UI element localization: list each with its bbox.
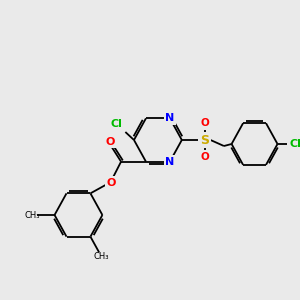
Text: N: N: [165, 157, 175, 167]
Text: O: O: [106, 137, 115, 147]
Text: Cl: Cl: [111, 119, 123, 129]
Text: CH₃: CH₃: [25, 211, 40, 220]
Text: O: O: [107, 178, 116, 188]
Text: CH₃: CH₃: [94, 252, 109, 261]
Text: O: O: [200, 118, 209, 128]
Text: Cl: Cl: [290, 139, 300, 149]
Text: N: N: [165, 113, 175, 123]
Text: S: S: [200, 134, 209, 146]
Text: O: O: [200, 152, 209, 162]
